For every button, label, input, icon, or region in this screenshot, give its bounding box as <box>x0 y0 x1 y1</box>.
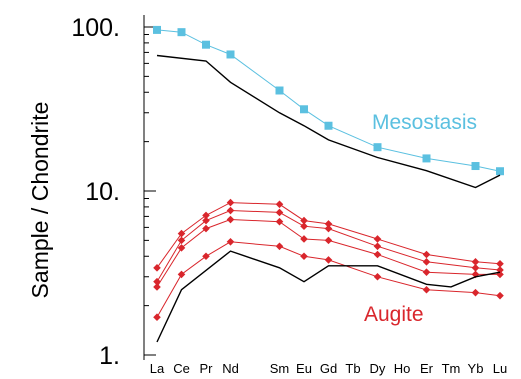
data-point-diamond <box>177 244 186 252</box>
data-point-diamond <box>324 224 333 233</box>
data-point-square <box>496 167 504 176</box>
data-point-diamond <box>471 258 480 266</box>
data-point-diamond <box>275 208 284 217</box>
data-point-diamond <box>300 222 308 231</box>
data-point-diamond <box>300 235 308 243</box>
data-point-square <box>300 105 308 114</box>
data-point-square <box>471 162 480 171</box>
data-point-diamond <box>471 288 480 297</box>
series-6 <box>156 250 501 343</box>
data-point-diamond <box>275 200 284 209</box>
data-point-diamond <box>226 215 235 224</box>
data-point-diamond <box>373 235 382 243</box>
data-point-diamond <box>373 242 382 251</box>
data-point-diamond <box>422 250 431 259</box>
data-point-diamond <box>177 236 186 245</box>
data-point-diamond <box>202 224 210 233</box>
data-point-diamond <box>496 259 504 268</box>
data-point-diamond <box>226 206 235 215</box>
data-point-square <box>202 40 210 49</box>
x-tick-label-eu: Eu <box>296 361 312 376</box>
series-label-augite: Augite <box>364 303 424 326</box>
data-point-square <box>275 86 284 95</box>
x-tick-label-tm: Tm <box>442 361 461 376</box>
x-tick-label-dy: Dy <box>370 361 386 376</box>
data-point-diamond <box>153 277 161 286</box>
x-tick-label-yb: Yb <box>468 361 484 376</box>
data-point-diamond <box>324 236 333 245</box>
y-tick-label: 1. <box>99 342 120 370</box>
series-label-mesostasis: Mesostasis <box>372 111 477 134</box>
x-tick-label-pr: Pr <box>200 361 214 376</box>
y-tick-label: 100. <box>71 14 120 42</box>
data-point-square <box>324 121 333 130</box>
data-point-diamond <box>324 256 333 264</box>
data-point-diamond <box>496 270 504 279</box>
series-5 <box>153 238 504 322</box>
data-point-square <box>153 25 161 34</box>
data-point-diamond <box>300 216 308 225</box>
data-point-diamond <box>422 258 431 266</box>
y-tick-label: 10. <box>85 178 120 206</box>
data-point-diamond <box>422 285 431 294</box>
x-tick-label-lu: Lu <box>493 361 507 376</box>
data-point-square <box>177 28 186 37</box>
series-line <box>156 241 501 318</box>
data-point-diamond <box>300 252 308 261</box>
x-ticks: La Ce Pr Nd Sm Eu Gd Tb Dy Ho Er Tm Yb Lu <box>150 361 507 376</box>
data-point-diamond <box>275 242 284 251</box>
data-point-diamond <box>202 211 210 220</box>
x-tick-label-nd: Nd <box>222 361 239 376</box>
x-tick-label-la: La <box>150 361 165 376</box>
data-point-diamond <box>153 283 161 291</box>
x-tick-label-tb: Tb <box>345 361 360 376</box>
series-0 <box>153 25 504 176</box>
data-point-diamond <box>496 291 504 300</box>
series-line <box>156 250 501 343</box>
data-point-diamond <box>226 238 235 246</box>
data-point-diamond <box>373 272 382 281</box>
x-tick-label-ho: Ho <box>394 361 411 376</box>
series-2 <box>153 198 504 272</box>
series-line <box>156 29 501 172</box>
data-point-diamond <box>202 252 210 261</box>
data-point-diamond <box>324 220 333 228</box>
data-point-diamond <box>226 198 235 207</box>
data-point-diamond <box>202 216 210 225</box>
series-line <box>156 54 501 189</box>
data-point-diamond <box>422 268 431 276</box>
series-1 <box>156 54 501 189</box>
data-point-square <box>373 143 382 152</box>
x-tick-label-er: Er <box>420 361 434 376</box>
x-tick-label-ce: Ce <box>173 361 190 376</box>
data-point-diamond <box>471 264 480 272</box>
data-point-diamond <box>373 250 382 259</box>
x-tick-label-sm: Sm <box>270 361 290 376</box>
data-point-square <box>422 154 431 163</box>
y-ticks: 1. 10. 100. <box>71 14 156 370</box>
data-point-square <box>226 50 235 59</box>
data-point-diamond <box>153 313 161 322</box>
data-point-diamond <box>275 217 284 226</box>
data-point-diamond <box>153 264 161 272</box>
series-group <box>153 25 504 343</box>
series-3 <box>153 206 504 286</box>
data-point-diamond <box>177 229 186 238</box>
data-point-diamond <box>177 270 186 279</box>
y-axis-label: Sample / Chondrite <box>27 102 53 299</box>
x-tick-label-gd: Gd <box>320 361 337 376</box>
